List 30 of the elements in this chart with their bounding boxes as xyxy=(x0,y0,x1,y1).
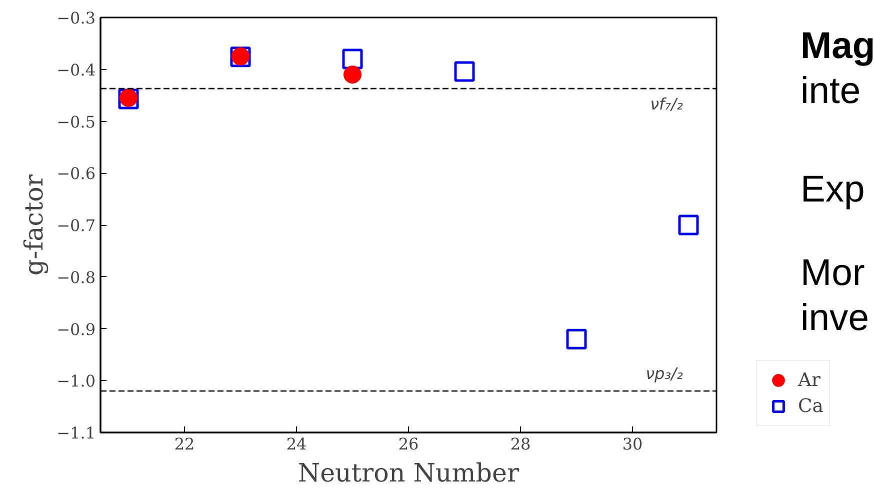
y-tick-label: −0.5 xyxy=(56,112,96,132)
y-tick-label: −1.0 xyxy=(56,372,96,391)
point xyxy=(566,328,587,350)
x-tick-label: 26 xyxy=(398,434,419,454)
y-axis-title: g-factor xyxy=(18,174,49,276)
point xyxy=(342,48,363,70)
ref-line-label: νp₃/₂ xyxy=(646,364,684,383)
legend-label: Ar xyxy=(798,370,820,390)
x-tick-label: 30 xyxy=(622,434,643,454)
text: Exp xyxy=(800,168,865,210)
y-tick-label: −0.7 xyxy=(56,216,96,235)
point xyxy=(344,66,362,84)
x-tick-label: 28 xyxy=(510,434,531,454)
ref-line-label: νf₇/₂ xyxy=(650,94,684,114)
legend-label: Ca xyxy=(798,396,824,416)
y-tick-label: −0.6 xyxy=(56,164,96,184)
x-tick-label: 22 xyxy=(174,434,195,454)
text: Mor xyxy=(800,250,865,293)
text: inve xyxy=(800,296,869,338)
y-tick-label: −0.3 xyxy=(56,8,96,28)
y-tick-label: −1.1 xyxy=(56,424,96,442)
x-axis-title: Neutron Number xyxy=(298,458,520,488)
x-tick-label: 24 xyxy=(286,434,307,454)
point xyxy=(678,214,699,236)
y-tick-label: −0.9 xyxy=(56,320,96,339)
y-tick-label: −0.8 xyxy=(56,268,96,287)
text: Mag xyxy=(800,24,874,66)
point xyxy=(454,61,475,82)
y-tick-label: −0.4 xyxy=(56,60,96,80)
text: inte xyxy=(800,69,861,112)
